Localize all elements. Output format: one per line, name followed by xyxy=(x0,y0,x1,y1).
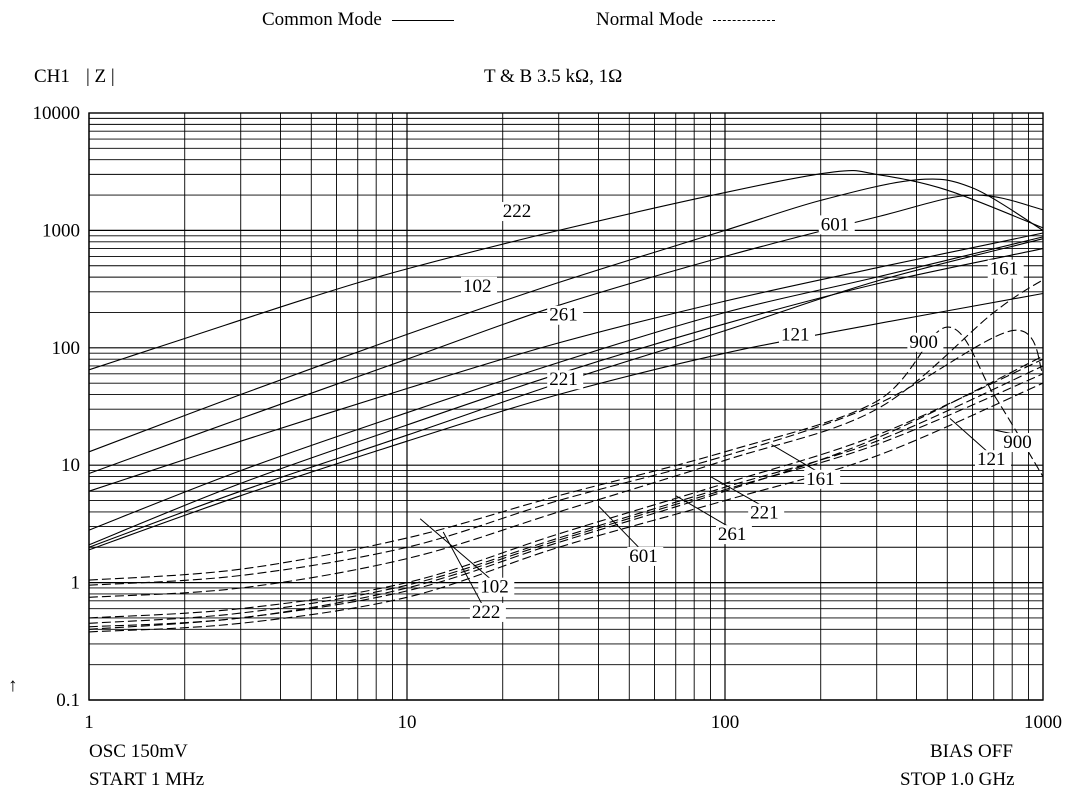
annotation-label-bg xyxy=(987,259,1024,279)
legend-normal-mode: Normal Mode xyxy=(596,9,776,30)
bias-label: BIAS OFF xyxy=(930,741,1013,762)
annotation-label-bg xyxy=(804,469,841,489)
legend-common-mode: Common Mode xyxy=(262,10,454,29)
annotation-leader-line xyxy=(710,476,761,506)
chart-grid xyxy=(88,112,1044,701)
annotation-label: 900 xyxy=(1003,432,1032,453)
legend-solid-line xyxy=(391,20,454,22)
annotation-label-bg xyxy=(478,577,515,597)
annotation-label: 222 xyxy=(503,201,532,222)
y-tick-label: 10 xyxy=(61,455,80,476)
annotation-leader-line xyxy=(598,505,640,549)
curve-common-601 xyxy=(88,178,1044,453)
annotation-label-bg xyxy=(778,325,815,345)
annotation-label: 121 xyxy=(781,325,810,346)
y-tick-label: 10000 xyxy=(33,103,81,124)
annotation-label: 601 xyxy=(821,214,850,235)
annotation-label: 121 xyxy=(977,449,1006,470)
annotation-label-bg xyxy=(469,602,506,622)
annotation-label: 221 xyxy=(549,369,578,390)
curve-normal-102 xyxy=(88,279,1044,598)
start-label: START 1 MHz xyxy=(89,769,205,790)
annotation-label-bg xyxy=(547,305,584,325)
annotation-label-bg xyxy=(627,546,664,566)
curve-common-102 xyxy=(88,194,1044,475)
annotation-label-bg xyxy=(818,215,855,235)
annotation-label: 261 xyxy=(718,524,747,545)
stop-label: STOP 1.0 GHz xyxy=(900,769,1015,790)
annotation-label: 102 xyxy=(480,577,509,598)
curve-common-900 xyxy=(88,292,1044,551)
curve-normal-121 xyxy=(88,355,1044,630)
annotation-label-bg xyxy=(748,503,785,523)
annotation-label: 161 xyxy=(806,469,835,490)
y-tick-label: 0.1 xyxy=(56,690,80,711)
annotation-label: 222 xyxy=(472,602,501,623)
annotation-label-bg xyxy=(547,370,584,390)
annotation-leader-line xyxy=(442,531,483,605)
measure-label: | Z | xyxy=(86,66,115,87)
up-arrow-icon: ↑ xyxy=(8,675,18,696)
annotation-leader-line xyxy=(675,495,729,527)
legend-common-label: Common Mode xyxy=(262,9,382,30)
annotation-label-bg xyxy=(460,276,497,296)
legend-dashed-line xyxy=(713,20,776,22)
curve-normal-900 xyxy=(88,382,1044,633)
plot-frame xyxy=(88,112,1044,701)
annotation-label-bg xyxy=(974,450,1011,470)
chart-curves xyxy=(88,170,1044,633)
curve-common-121 xyxy=(88,236,1044,531)
curve-common-222 xyxy=(88,170,1044,371)
annotation-label: 261 xyxy=(549,305,578,326)
curve-normal-221 xyxy=(88,365,1044,624)
condition-label: T & B 3.5 kΩ, 1Ω xyxy=(484,66,623,87)
curve-normal-161 xyxy=(88,373,1044,628)
curve-common-261 xyxy=(88,232,1044,492)
y-tick-label: 100 xyxy=(52,338,81,359)
curve-normal-601 xyxy=(88,329,1044,586)
x-tick-label: 100 xyxy=(711,712,740,733)
legend-normal-label: Normal Mode xyxy=(596,9,704,30)
annotation-leader-line xyxy=(771,444,817,472)
annotation-label: 900 xyxy=(909,332,938,353)
annotation-label-bg xyxy=(715,525,752,545)
annotation-label: 161 xyxy=(990,259,1019,280)
annotation-label: 102 xyxy=(463,276,492,297)
x-tick-label: 1000 xyxy=(1024,712,1062,733)
channel-label: CH1 xyxy=(34,66,70,87)
annotation-leader-line xyxy=(949,418,988,452)
osc-label: OSC 150mV xyxy=(89,741,188,762)
annotation-leader-line xyxy=(419,518,491,580)
annotation-label-bg xyxy=(500,202,537,222)
y-tick-label: 1 xyxy=(71,573,81,594)
annotation-label-bg xyxy=(907,332,944,352)
curve-normal-261 xyxy=(88,358,1044,619)
annotation-label: 601 xyxy=(629,546,658,567)
annotation-label-bg xyxy=(1001,433,1038,453)
x-tick-label: 10 xyxy=(398,712,417,733)
annotation-label: 221 xyxy=(750,503,779,524)
x-tick-label: 1 xyxy=(84,712,94,733)
curve-normal-222 xyxy=(88,326,1044,581)
y-tick-label: 1000 xyxy=(42,220,80,241)
